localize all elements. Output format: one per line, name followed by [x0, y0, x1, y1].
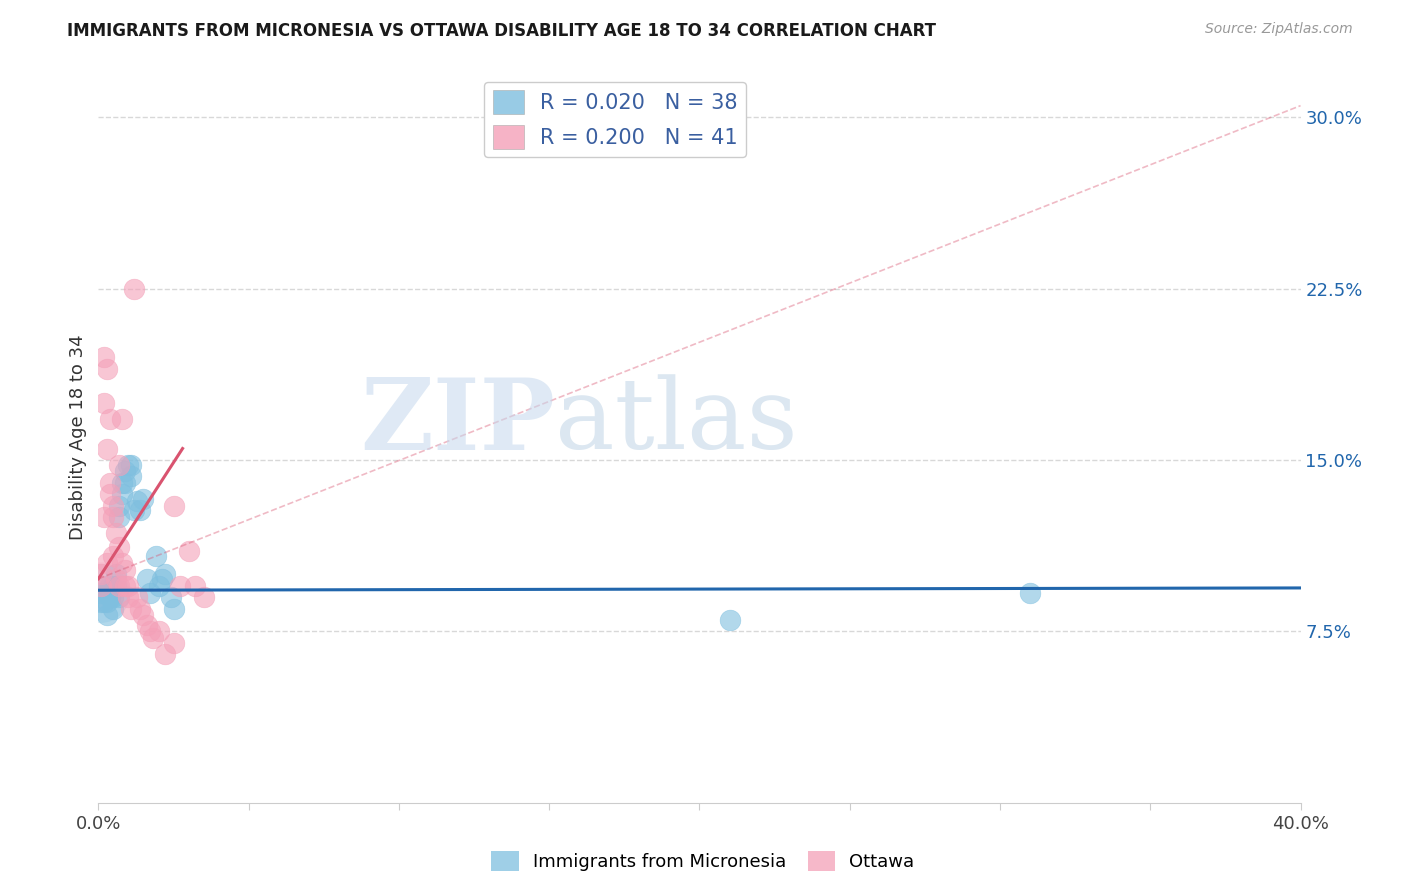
Point	[148, 579, 170, 593]
Point	[96, 608, 118, 623]
Text: IMMIGRANTS FROM MICRONESIA VS OTTAWA DISABILITY AGE 18 TO 34 CORRELATION CHART: IMMIGRANTS FROM MICRONESIA VS OTTAWA DIS…	[67, 22, 936, 40]
Point	[132, 491, 155, 506]
Point	[150, 572, 173, 586]
Point	[183, 579, 205, 593]
Point	[96, 361, 118, 376]
Point	[96, 442, 118, 456]
Point	[93, 594, 115, 608]
Point	[114, 475, 136, 490]
Point	[162, 499, 184, 513]
Point	[135, 617, 157, 632]
Point	[111, 475, 134, 490]
Point	[169, 579, 191, 593]
Point	[96, 585, 118, 599]
Legend: Immigrants from Micronesia, Ottawa: Immigrants from Micronesia, Ottawa	[484, 844, 922, 879]
Point	[153, 647, 176, 661]
Point	[138, 624, 160, 639]
Point	[89, 585, 111, 599]
Point	[117, 590, 139, 604]
Point	[108, 590, 131, 604]
Point	[90, 567, 112, 582]
Point	[127, 590, 149, 604]
Point	[111, 556, 134, 570]
Point	[90, 579, 112, 593]
Point	[100, 475, 122, 490]
Point	[159, 590, 181, 604]
Point	[100, 487, 122, 501]
Point	[108, 579, 131, 593]
Point	[193, 590, 215, 604]
Point	[117, 458, 139, 472]
Point	[93, 350, 115, 364]
Point	[105, 526, 128, 541]
Point	[103, 510, 125, 524]
Point	[124, 503, 146, 517]
Legend: R = 0.020   N = 38, R = 0.200   N = 41: R = 0.020 N = 38, R = 0.200 N = 41	[484, 82, 747, 157]
Text: ZIP: ZIP	[360, 374, 555, 471]
Point	[124, 281, 146, 295]
Point	[93, 396, 115, 410]
Point	[90, 594, 112, 608]
Point	[93, 579, 115, 593]
Point	[117, 579, 139, 593]
Point	[132, 608, 155, 623]
Point	[93, 510, 115, 524]
Text: atlas: atlas	[555, 375, 799, 470]
Point	[96, 556, 118, 570]
Point	[103, 590, 125, 604]
Point	[108, 540, 131, 554]
Point	[114, 464, 136, 478]
Point	[100, 590, 122, 604]
Point	[129, 601, 152, 615]
Point	[96, 594, 118, 608]
Point	[108, 458, 131, 472]
Point	[162, 601, 184, 615]
Point	[114, 579, 136, 593]
Point	[111, 412, 134, 426]
Point	[135, 572, 157, 586]
Point	[108, 499, 131, 513]
Text: Source: ZipAtlas.com: Source: ZipAtlas.com	[1205, 22, 1353, 37]
Point	[129, 503, 152, 517]
Point	[718, 613, 741, 627]
Point	[114, 563, 136, 577]
Point	[103, 499, 125, 513]
Point	[105, 579, 128, 593]
Y-axis label: Disability Age 18 to 34: Disability Age 18 to 34	[69, 334, 87, 540]
Point	[138, 585, 160, 599]
Point	[103, 579, 125, 593]
Point	[90, 579, 112, 593]
Point	[141, 632, 163, 646]
Point	[121, 601, 143, 615]
Point	[100, 579, 122, 593]
Point	[153, 567, 176, 582]
Point	[127, 494, 149, 508]
Point	[148, 624, 170, 639]
Point	[145, 549, 167, 563]
Point	[90, 585, 112, 599]
Point	[1019, 585, 1042, 599]
Point	[108, 510, 131, 524]
Point	[121, 469, 143, 483]
Point	[111, 487, 134, 501]
Point	[103, 601, 125, 615]
Point	[105, 567, 128, 582]
Point	[177, 544, 200, 558]
Point	[162, 636, 184, 650]
Point	[100, 412, 122, 426]
Point	[103, 549, 125, 563]
Point	[121, 458, 143, 472]
Point	[105, 572, 128, 586]
